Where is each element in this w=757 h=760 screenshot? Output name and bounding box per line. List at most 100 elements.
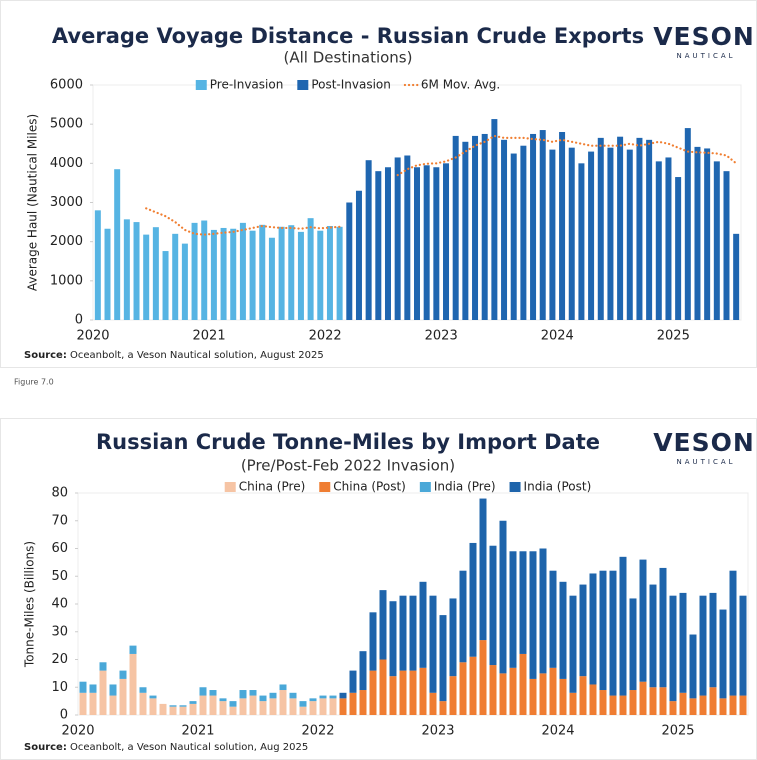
bar [191,222,198,320]
bar [365,160,372,320]
bar-segment [509,667,517,715]
y-tick-label: 2000 [50,234,83,249]
bar-segment [609,695,617,715]
bar-segment [169,706,177,715]
bar-segment [429,595,437,693]
legend-swatch [224,482,236,492]
bar-segment [639,681,647,715]
bar [549,149,556,320]
y-tick-label: 60 [51,541,68,556]
bar [530,133,537,320]
bar-segment [79,681,87,693]
bar [355,190,362,320]
bar-segment [269,698,277,715]
legend: Pre-Invasion Post-Invasion 6M Mov. Avg. [195,78,500,92]
legend-swatch [419,482,431,492]
bar-segment [239,698,247,715]
x-tick-label: 2022 [309,329,342,344]
bar-segment [229,706,237,715]
bar [268,237,275,320]
bar-segment [619,556,627,696]
bar-segment [709,687,717,715]
bar-segment [709,592,717,688]
bar-segment [669,701,677,715]
bar [278,226,285,320]
x-tick-label: 2025 [657,329,690,344]
bar [559,132,566,320]
bar [433,167,440,320]
y-tick-label: 4000 [50,156,83,171]
bar [152,227,159,320]
x-tick-label: 2023 [421,724,454,739]
x-tick-label: 2024 [541,724,574,739]
bar-segment [539,548,547,674]
bar-segment [289,692,297,699]
bar-segment [79,692,87,715]
bar-segment [559,581,567,679]
bar-segment [469,542,477,657]
y-tick-label: 0 [60,708,68,723]
bar-segment [89,692,97,715]
bar-segment [209,695,217,715]
bar [733,233,740,320]
bar-segment [339,692,347,699]
legend-label: India (Post) [524,480,592,494]
bar-segment [459,570,467,663]
bar [104,228,111,320]
bar [665,157,672,320]
legend: China (Pre) China (Post) India (Pre) India … [224,480,592,494]
bar-segment [99,670,107,715]
bar-segment [389,601,397,677]
x-tick-label: 2023 [425,329,458,344]
bar-segment [319,695,327,699]
bar-segment [599,690,607,715]
bar [723,171,730,320]
bar-segment [649,687,657,715]
chart-subtitle: (Pre/Post-Feb 2022 Invasion) [241,457,455,475]
bar-segment [279,690,287,715]
bar [655,161,662,320]
bar-segment [559,678,567,715]
legend-label: 6M Mov. Avg. [421,78,500,92]
bar-segment [329,695,337,699]
bar-segment [349,670,357,693]
bar-segment [249,690,257,696]
y-axis-label: Tonne-Miles (Billions) [23,541,37,668]
bar-segment [279,684,287,691]
bar [288,225,295,320]
bar-segment [199,687,207,696]
bar-segment [439,701,447,715]
logo-sub: NAUTICAL [676,458,735,466]
bar [423,165,430,320]
bar [230,228,237,320]
bar-segment [369,670,377,715]
bar-segment [299,701,307,707]
bar [143,234,150,320]
bar [646,139,653,320]
bar-segment [389,676,397,715]
bar-segment [659,567,667,688]
bar-segment [479,640,487,715]
legend-swatch [319,482,331,492]
bar-segment [149,695,157,699]
bar-segment [349,692,357,715]
bar-segment [529,551,537,679]
bar-segment [359,690,367,715]
bar-segment [369,612,377,671]
logo-sub: NAUTICAL [676,52,735,60]
bar-segment [219,701,227,715]
x-tick-label: 2024 [541,329,574,344]
bar [481,133,488,320]
bar-segment [609,570,617,696]
bar-segment [159,703,167,715]
bar-segment [499,520,507,674]
bar-segment [549,570,557,668]
bar [510,153,517,320]
bar-segment [139,687,147,693]
source-note: Source: Oceanbolt, a Veson Nautical solu… [24,742,308,753]
bar-segment [499,673,507,715]
bar [704,148,711,320]
bar [384,167,391,320]
x-tick-label: 2021 [181,724,214,739]
legend-swatch [509,482,521,492]
